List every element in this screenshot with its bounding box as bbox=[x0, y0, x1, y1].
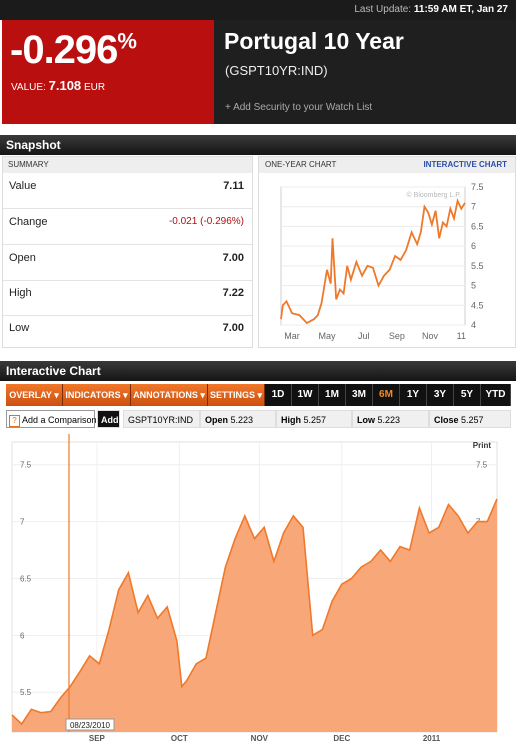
low-stat: Low 5.223 bbox=[352, 410, 429, 428]
print-link[interactable]: Print bbox=[473, 441, 492, 450]
range-1y[interactable]: 1Y bbox=[400, 384, 427, 406]
add-button[interactable]: Add bbox=[97, 410, 120, 428]
one-year-chart: 4 4.5 5 5.5 6 6.5 7 7.5 Mar May Jul Sep Nov 11 © Bloom… bbox=[280, 182, 484, 341]
value-row: VALUE: 7.108 EUR bbox=[11, 78, 106, 93]
range-5y[interactable]: 5Y bbox=[454, 384, 481, 406]
chart-symbol: GSPT10YR:IND bbox=[123, 410, 200, 428]
settings-menu[interactable]: SETTINGS ▾ bbox=[208, 384, 265, 406]
x-tick-label: May bbox=[318, 331, 336, 341]
summary-row: Low 7.00 bbox=[9, 322, 244, 334]
y-tick-label-left: 7.5 bbox=[20, 461, 32, 470]
last-update: Last Update: 11:59 AM ET, Jan 27 bbox=[354, 4, 508, 15]
y-tick-label: 4.5 bbox=[471, 300, 484, 310]
range-6m[interactable]: 6M bbox=[373, 384, 400, 406]
overlay-menu[interactable]: OVERLAY ▾ bbox=[6, 384, 63, 406]
summary-row: Change -0.021 (-0.296%) bbox=[3, 209, 252, 245]
x-tick-label: Jul bbox=[358, 331, 370, 341]
high-stat: High 5.257 bbox=[276, 410, 352, 428]
x-tick-label: Nov bbox=[422, 331, 439, 341]
x-tick-label: NOV bbox=[251, 734, 269, 742]
y-tick-label: 5 bbox=[471, 281, 476, 291]
y-tick-label: 6 bbox=[471, 241, 476, 251]
indicators-menu[interactable]: INDICATORS ▾ bbox=[63, 384, 131, 406]
range-ytd[interactable]: YTD bbox=[481, 384, 511, 406]
change-box: -0.296% VALUE: 7.108 EUR bbox=[2, 20, 214, 124]
range-3y[interactable]: 3Y bbox=[427, 384, 454, 406]
snapshot-title: Snapshot bbox=[0, 135, 516, 155]
y-tick-label: 5.5 bbox=[471, 261, 484, 271]
top-bar: Last Update: 11:59 AM ET, Jan 27 bbox=[0, 0, 516, 20]
one-year-chart-panel: ONE-YEAR CHART INTERACTIVE CHART 4 4.5 5 5.… bbox=[258, 156, 516, 348]
range-1w[interactable]: 1W bbox=[292, 384, 319, 406]
watermark: © Bloomberg L.P. bbox=[407, 191, 462, 199]
y-tick-label-left: 6 bbox=[20, 631, 25, 640]
range-1d[interactable]: 1D bbox=[265, 384, 292, 406]
current-value: 7.108 bbox=[48, 78, 82, 93]
one-year-chart-header: ONE-YEAR CHART INTERACTIVE CHART bbox=[259, 157, 515, 173]
range-1m[interactable]: 1M bbox=[319, 384, 346, 406]
security-header: Portugal 10 Year (GSPT10YR:IND) + Add Se… bbox=[214, 20, 516, 124]
change-percent: -0.296% bbox=[10, 28, 137, 72]
y-tick-label: 7.5 bbox=[471, 182, 484, 192]
interactive-chart-link[interactable]: INTERACTIVE CHART bbox=[423, 160, 507, 169]
summary-panel: SUMMARY Value 7.11 Change -0.021 (-0.296%)… bbox=[2, 156, 253, 348]
price-area bbox=[12, 498, 497, 732]
x-tick-label: SEP bbox=[89, 734, 106, 742]
price-line bbox=[11, 498, 498, 726]
interactive-chart-title: Interactive Chart bbox=[0, 361, 516, 381]
y-tick-label-right: 7.5 bbox=[476, 461, 488, 470]
add-comparison-field[interactable]: ? Add a Comparison bbox=[6, 410, 97, 428]
plot-area bbox=[280, 186, 466, 326]
y-tick-label: 6.5 bbox=[471, 221, 484, 231]
open-stat: Open 5.223 bbox=[200, 410, 276, 428]
x-tick-label: Mar bbox=[284, 331, 300, 341]
x-tick-label: DEC bbox=[333, 734, 350, 742]
summary-row: Open 7.00 bbox=[3, 245, 252, 281]
x-tick-label: OCT bbox=[171, 734, 188, 742]
y-tick-label-left: 5.5 bbox=[20, 688, 32, 697]
range-3m[interactable]: 3M bbox=[346, 384, 373, 406]
security-name: Portugal 10 Year bbox=[224, 28, 404, 54]
summary-row: High 7.22 bbox=[3, 280, 252, 316]
y-tick-label: 7 bbox=[471, 202, 476, 212]
add-watchlist-link[interactable]: + Add Security to your Watch List bbox=[225, 102, 373, 113]
date-marker-label: 08/23/2010 bbox=[70, 721, 111, 730]
y-tick-label-left: 6.5 bbox=[20, 574, 32, 583]
x-tick-label: 11 bbox=[457, 331, 466, 341]
summary-header: SUMMARY bbox=[3, 157, 252, 173]
close-stat: Close 5.257 bbox=[429, 410, 511, 428]
x-tick-label: Sep bbox=[389, 331, 405, 341]
x-tick-label: 2011 bbox=[423, 734, 441, 742]
price-line bbox=[280, 197, 466, 325]
y-tick-label-left: 7 bbox=[20, 518, 25, 527]
date-marker-box bbox=[65, 718, 115, 731]
interactive-chart[interactable]: 5.55.5666.56.5777.57.5SEPOCTNOVDEC201108… bbox=[0, 432, 516, 742]
y-tick-label: 4 bbox=[471, 320, 476, 330]
security-symbol: (GSPT10YR:IND) bbox=[225, 63, 328, 78]
annotations-menu[interactable]: ANNOTATIONS ▾ bbox=[131, 384, 208, 406]
summary-row: Value 7.11 bbox=[3, 173, 252, 209]
help-icon: ? bbox=[9, 415, 20, 427]
